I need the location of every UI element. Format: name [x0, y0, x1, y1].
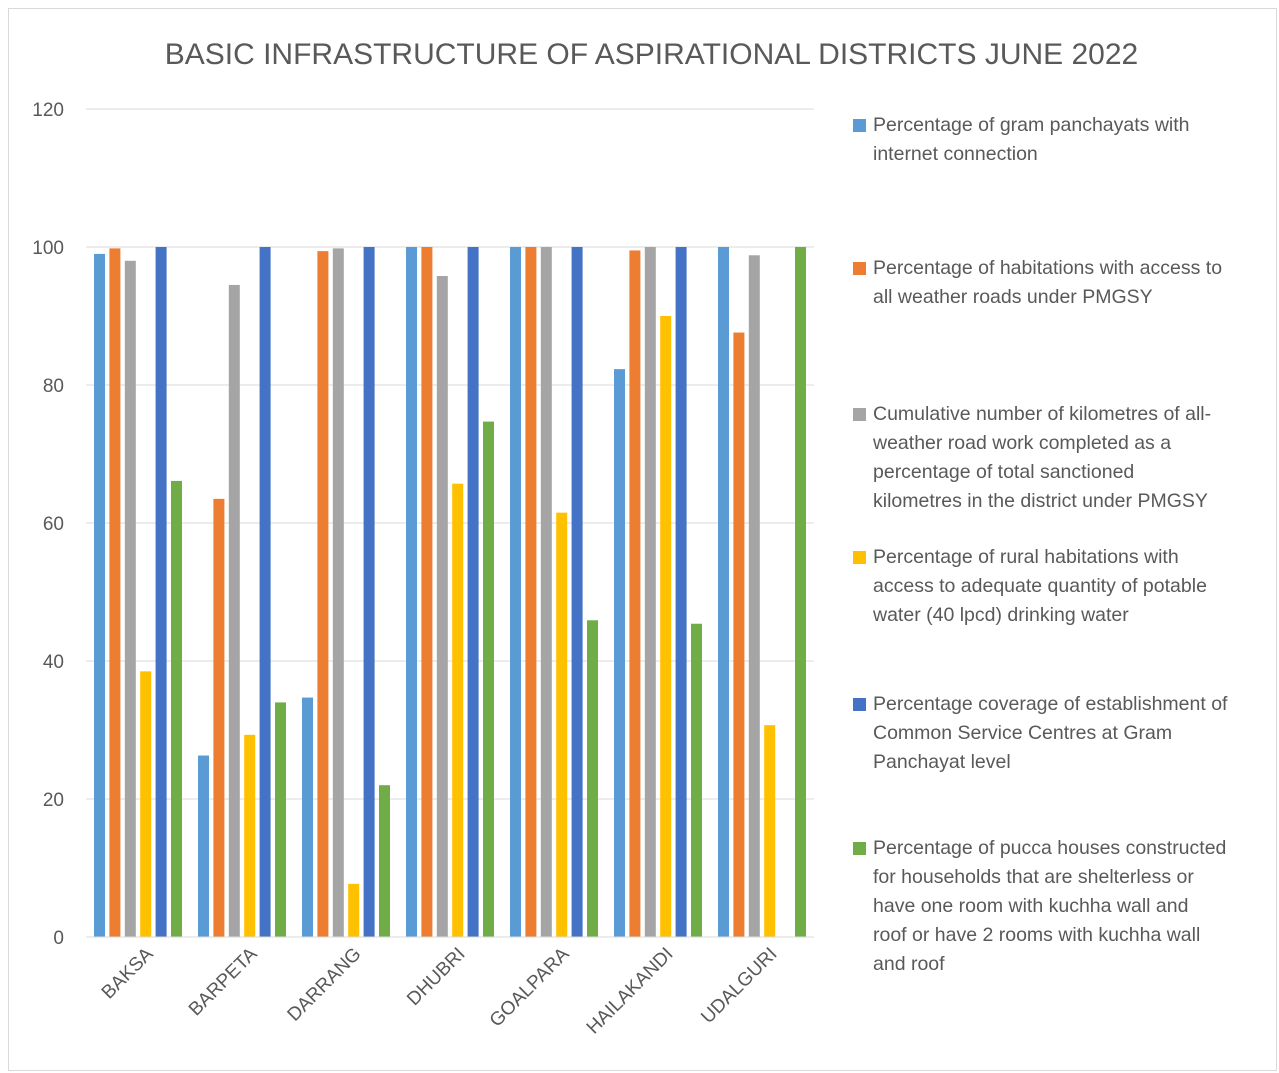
legend-swatch: [853, 408, 866, 421]
bar-darrang-series-4: [348, 883, 360, 937]
bar-udalguri-series-1: [718, 247, 729, 937]
bar-hailakandi-series-2: [629, 250, 641, 937]
legend-entry: Percentage of gram panchayats with intern…: [853, 111, 1273, 169]
legend-label: Percentage of gram panchayats with intern…: [873, 114, 1190, 165]
y-tick-label: 20: [43, 790, 64, 811]
bar-dhubri-series-1: [406, 247, 417, 937]
chart-title: BASIC INFRASTRUCTURE OF ASPIRATIONAL DIS…: [164, 38, 1139, 71]
bar-barpeta-series-1: [198, 755, 209, 937]
legend-label: Percentage of habitations with access to…: [873, 257, 1223, 308]
x-tick-label: BAKSA: [98, 943, 158, 1003]
legend-swatch: [853, 119, 866, 132]
legend-entry: Percentage coverage of establishment of C…: [853, 690, 1273, 777]
bar-goalpara-series-6: [587, 620, 598, 937]
x-tick-label: GOALPARA: [486, 943, 574, 1031]
x-tick-label: DARRANG: [284, 944, 366, 1026]
bars: [94, 247, 806, 938]
y-axis-ticks: 0 20 40 60 80 100 120: [32, 100, 64, 949]
x-tick-label: DHUBRI: [403, 944, 469, 1010]
bar-baksa-series-2: [109, 248, 121, 937]
legend-swatch: [853, 262, 866, 275]
x-tick-label: BARPETA: [185, 943, 262, 1020]
bar-udalguri-series-3: [748, 255, 760, 937]
y-tick-label: 100: [32, 238, 64, 259]
legend-entry: Cumulative number of kilometres of all-w…: [853, 400, 1273, 516]
bar-darrang-series-2: [317, 251, 329, 937]
bar-baksa-series-1: [94, 253, 105, 937]
bar-dhubri-series-5: [467, 247, 479, 937]
bar-udalguri-series-4: [764, 725, 776, 937]
legend-entry: Percentage of habitations with access to…: [853, 254, 1273, 312]
x-tick-label: UDALGURI: [697, 944, 781, 1028]
legend-swatch: [853, 551, 866, 564]
bar-dhubri-series-2: [421, 247, 433, 937]
bar-dhubri-series-4: [452, 483, 464, 937]
legend-swatch: [853, 842, 866, 855]
bar-barpeta-series-2: [213, 498, 225, 937]
bar-baksa-series-6: [171, 480, 182, 937]
x-tick-label: HAILAKANDI: [583, 944, 678, 1039]
bar-goalpara-series-1: [510, 247, 521, 937]
bar-goalpara-series-5: [571, 247, 583, 937]
legend-label: Percentage coverage of establishment of C…: [873, 693, 1228, 773]
bar-hailakandi-series-6: [691, 623, 702, 937]
bar-hailakandi-series-3: [644, 247, 656, 937]
y-tick-label: 120: [32, 100, 64, 121]
bar-udalguri-series-6: [795, 247, 806, 937]
bar-baksa-series-3: [124, 260, 136, 937]
bar-darrang-series-6: [379, 785, 390, 937]
bar-goalpara-series-4: [556, 512, 568, 937]
bar-goalpara-series-3: [540, 247, 552, 937]
legend-entry: Percentage of rural habitations with acce…: [853, 543, 1273, 630]
y-tick-label: 0: [53, 928, 64, 949]
y-tick-label: 80: [43, 376, 64, 397]
bar-barpeta-series-3: [228, 284, 240, 937]
legend-label: Percentage of rural habitations with acce…: [873, 546, 1207, 626]
y-tick-label: 60: [43, 514, 64, 535]
bar-hailakandi-series-5: [675, 247, 687, 937]
bar-darrang-series-3: [332, 248, 344, 937]
bar-baksa-series-4: [140, 671, 152, 937]
bar-hailakandi-series-4: [660, 316, 672, 937]
gridlines: [86, 108, 814, 800]
bar-barpeta-series-5: [259, 247, 271, 937]
y-tick-label: 40: [43, 652, 64, 673]
bar-dhubri-series-6: [483, 421, 494, 937]
bar-barpeta-series-4: [244, 734, 256, 937]
bar-darrang-series-5: [363, 247, 375, 937]
bar-goalpara-series-2: [525, 247, 537, 937]
legend-label: Cumulative number of kilometres of all-w…: [873, 403, 1212, 512]
bar-baksa-series-5: [155, 247, 167, 937]
bar-darrang-series-1: [302, 697, 313, 937]
bar-udalguri-series-2: [733, 332, 745, 937]
legend-swatch: [853, 698, 866, 711]
legend-entry: Percentage of pucca houses constructed fo…: [853, 834, 1273, 979]
bar-barpeta-series-6: [275, 702, 286, 937]
x-axis-ticks: BAKSA BARPETA DARRANG DHUBRI GOALPARA HAILAKA…: [98, 943, 782, 1038]
bar-hailakandi-series-1: [614, 369, 625, 937]
legend-label: Percentage of pucca houses constructed fo…: [873, 837, 1227, 975]
bar-dhubri-series-3: [436, 275, 448, 938]
